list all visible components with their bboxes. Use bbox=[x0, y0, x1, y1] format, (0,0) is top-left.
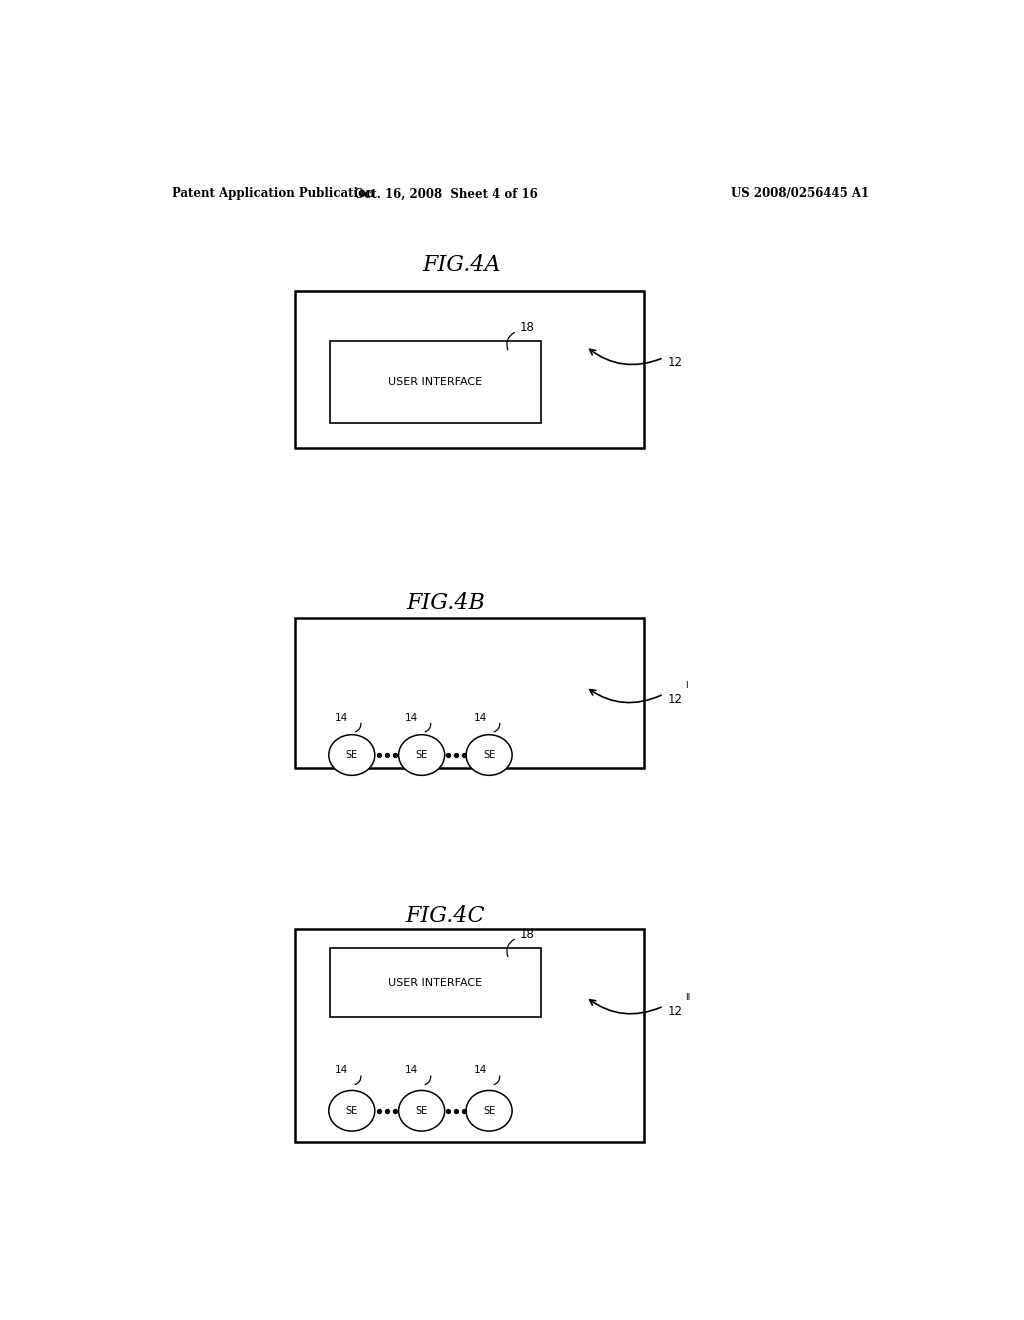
Text: FIG.4A: FIG.4A bbox=[422, 255, 501, 276]
Text: SE: SE bbox=[416, 750, 428, 760]
FancyBboxPatch shape bbox=[331, 342, 541, 422]
Text: 12: 12 bbox=[668, 356, 683, 370]
Text: 12: 12 bbox=[668, 693, 683, 706]
Ellipse shape bbox=[466, 735, 512, 775]
Text: I: I bbox=[685, 681, 688, 690]
Ellipse shape bbox=[466, 1090, 512, 1131]
Text: FIG.4C: FIG.4C bbox=[406, 904, 485, 927]
Text: 14: 14 bbox=[404, 1065, 418, 1076]
Text: 14: 14 bbox=[335, 713, 348, 722]
Text: 14: 14 bbox=[474, 1065, 487, 1076]
Text: 14: 14 bbox=[335, 1065, 348, 1076]
Text: SE: SE bbox=[483, 750, 496, 760]
Text: USER INTERFACE: USER INTERFACE bbox=[388, 378, 482, 387]
Text: FIG.4B: FIG.4B bbox=[406, 591, 485, 614]
Text: US 2008/0256445 A1: US 2008/0256445 A1 bbox=[731, 187, 869, 201]
Text: SE: SE bbox=[483, 1106, 496, 1115]
Text: SE: SE bbox=[416, 1106, 428, 1115]
Ellipse shape bbox=[398, 735, 444, 775]
FancyBboxPatch shape bbox=[295, 618, 644, 768]
Text: 18: 18 bbox=[520, 928, 535, 941]
Text: Oct. 16, 2008  Sheet 4 of 16: Oct. 16, 2008 Sheet 4 of 16 bbox=[353, 187, 538, 201]
Text: SE: SE bbox=[346, 1106, 358, 1115]
FancyBboxPatch shape bbox=[331, 948, 541, 1018]
Text: 14: 14 bbox=[404, 713, 418, 722]
Text: II: II bbox=[685, 993, 690, 1002]
Ellipse shape bbox=[329, 735, 375, 775]
Ellipse shape bbox=[398, 1090, 444, 1131]
Text: 12: 12 bbox=[668, 1005, 683, 1018]
Text: 14: 14 bbox=[474, 713, 487, 722]
FancyBboxPatch shape bbox=[295, 290, 644, 447]
Text: 18: 18 bbox=[520, 321, 535, 334]
FancyBboxPatch shape bbox=[295, 929, 644, 1142]
Text: Patent Application Publication: Patent Application Publication bbox=[172, 187, 374, 201]
Text: USER INTERFACE: USER INTERFACE bbox=[388, 978, 482, 987]
Text: SE: SE bbox=[346, 750, 358, 760]
Ellipse shape bbox=[329, 1090, 375, 1131]
